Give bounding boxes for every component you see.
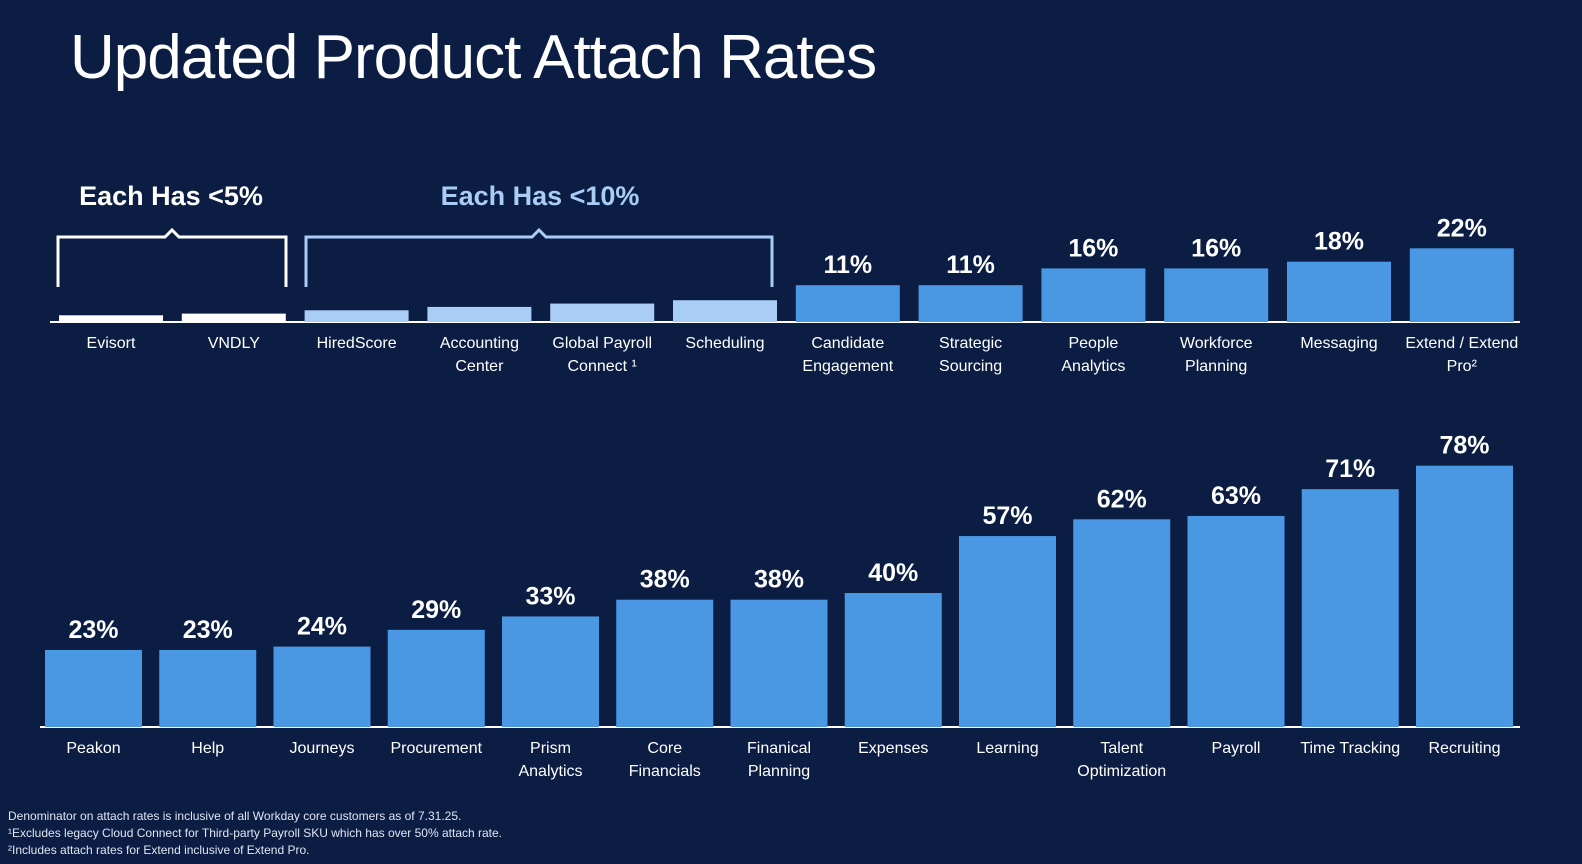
bottom-value-label-2: 24% xyxy=(297,613,347,641)
bottom-category-label-7: Expenses xyxy=(858,740,928,757)
top-category-label-11: Extend / Extend Pro² xyxy=(1405,335,1518,375)
bottom-bar-0 xyxy=(45,649,142,727)
top-bar-11 xyxy=(1409,248,1514,322)
page-title: Updated Product Attach Rates xyxy=(70,23,877,92)
bottom-category-label-3: Procurement xyxy=(390,740,482,757)
bottom-bar-6 xyxy=(730,599,828,727)
bottom-value-label-1: 23% xyxy=(183,616,233,644)
bottom-value-label-0: 23% xyxy=(68,616,118,644)
bottom-bar-2 xyxy=(273,646,371,727)
bottom-value-label-8: 57% xyxy=(982,502,1032,530)
top-category-label-9: Workforce Planning xyxy=(1180,335,1253,375)
bottom-category-label-12: Recruiting xyxy=(1428,740,1500,757)
top-bar-3 xyxy=(427,306,532,322)
footnote-1: ¹Excludes legacy Cloud Connect for Third… xyxy=(8,826,503,840)
top-category-label-4: Global Payroll Connect ¹ xyxy=(552,335,652,375)
top-category-label-7: Strategic Sourcing xyxy=(939,335,1002,375)
bottom-category-label-5: Core Financials xyxy=(629,740,701,780)
top-bar-2 xyxy=(304,310,409,322)
bottom-bar-4 xyxy=(502,616,599,727)
top-bar-1 xyxy=(181,313,286,322)
bracket-under-10 xyxy=(304,227,774,287)
group-brackets: Each Has <5% Each Has <10% xyxy=(56,181,774,287)
bottom-bar-3 xyxy=(387,629,485,727)
bottom-category-label-6: Finanical Planning xyxy=(747,740,811,780)
top-bar-6 xyxy=(795,285,900,322)
bottom-bar-5 xyxy=(616,599,714,727)
top-value-label-11: 22% xyxy=(1437,214,1487,242)
bottom-value-label-5: 38% xyxy=(640,566,690,594)
top-category-label-8: People Analytics xyxy=(1061,335,1125,375)
bottom-category-label-11: Time Tracking xyxy=(1300,740,1400,757)
top-value-label-9: 16% xyxy=(1191,234,1241,262)
footnotes: Denominator on attach rates is inclusive… xyxy=(8,808,502,859)
bottom-bar-11 xyxy=(1301,489,1399,727)
bottom-bar-12 xyxy=(1416,465,1513,727)
bottom-category-label-2: Journeys xyxy=(290,740,355,757)
bottom-category-label-4: Prism Analytics xyxy=(518,740,582,780)
bottom-category-label-10: Payroll xyxy=(1212,740,1261,757)
top-value-label-6: 11% xyxy=(823,251,872,279)
top-category-label-1: VNDLY xyxy=(208,335,260,352)
top-value-label-10: 18% xyxy=(1314,228,1364,256)
top-bar-4 xyxy=(550,303,655,322)
bottom-value-label-12: 78% xyxy=(1439,432,1489,460)
bottom-category-label-9: Talent Optimization xyxy=(1077,740,1166,780)
top-value-label-8: 16% xyxy=(1068,234,1118,262)
bottom-value-label-11: 71% xyxy=(1325,455,1375,483)
bottom-bar-chart: 23% Peakon 23% Help 24% Journeys 29% Procuremen… xyxy=(40,432,1520,780)
top-bar-chart: Evisort VNDLY HiredScore Accounting Center Gl… xyxy=(50,214,1520,375)
bottom-value-label-6: 38% xyxy=(754,566,804,594)
top-bar-8 xyxy=(1041,268,1146,322)
bottom-value-label-7: 40% xyxy=(868,559,918,587)
bottom-value-label-3: 29% xyxy=(411,596,461,624)
bottom-bar-8 xyxy=(959,536,1056,727)
bracket-under-5 xyxy=(56,227,288,287)
top-category-label-10: Messaging xyxy=(1300,335,1377,352)
top-bar-5 xyxy=(673,300,777,322)
top-category-label-6: Candidate Engagement xyxy=(802,335,893,375)
bottom-category-label-1: Help xyxy=(191,740,224,757)
bottom-bar-7 xyxy=(844,593,942,727)
top-bar-10 xyxy=(1287,261,1391,322)
bottom-bar-9 xyxy=(1073,519,1171,727)
top-category-label-5: Scheduling xyxy=(685,335,764,352)
bottom-value-label-9: 62% xyxy=(1097,485,1147,513)
bottom-category-label-8: Learning xyxy=(976,740,1038,757)
bottom-value-label-4: 33% xyxy=(525,582,575,610)
bottom-bar-10 xyxy=(1187,515,1285,727)
footnote-denominator: Denominator on attach rates is inclusive… xyxy=(8,809,462,823)
top-value-label-7: 11% xyxy=(946,251,995,279)
group-label-under-10: Each Has <10% xyxy=(441,181,640,211)
top-category-label-0: Evisort xyxy=(87,335,136,352)
footnote-2: ²Includes attach rates for Extend inclus… xyxy=(8,843,310,857)
top-bar-9 xyxy=(1164,268,1269,322)
top-bar-7 xyxy=(918,285,1023,322)
top-category-label-3: Accounting Center xyxy=(440,335,519,375)
top-category-label-2: HiredScore xyxy=(317,335,397,352)
group-label-under-5: Each Has <5% xyxy=(79,181,263,211)
bottom-category-label-0: Peakon xyxy=(66,740,120,757)
bottom-value-label-10: 63% xyxy=(1211,482,1261,510)
top-bar-0 xyxy=(59,315,163,322)
bottom-bar-1 xyxy=(159,649,257,727)
